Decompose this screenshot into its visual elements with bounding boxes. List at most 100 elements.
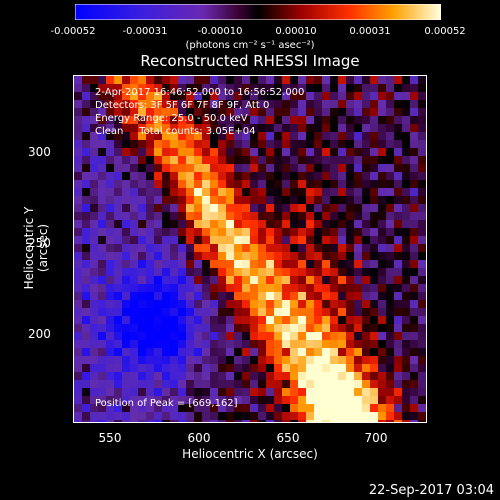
heatmap-cell [234,316,243,325]
heatmap-cell [202,276,211,285]
heatmap-cell [90,284,99,293]
heatmap-cell [322,236,331,245]
heatmap-cell [386,324,395,333]
image-plot-area [73,75,427,423]
heatmap-cell [226,196,235,205]
heatmap-cell [250,76,259,85]
heatmap-cell [346,268,355,277]
heatmap-cell [386,196,395,205]
heatmap-cell [290,204,299,213]
heatmap-cell [314,76,323,85]
heatmap-cell [162,164,171,173]
heatmap-cell [274,364,283,373]
heatmap-cell [162,156,171,165]
heatmap-cell [202,244,211,253]
heatmap-cell [170,412,179,421]
heatmap-cell [338,140,347,149]
heatmap-cell [226,132,235,141]
heatmap-cell [362,364,371,373]
heatmap-cell [98,156,107,165]
heatmap-cell [154,84,163,93]
heatmap-cell [354,340,363,349]
heatmap-cell [186,148,195,157]
heatmap-cell [266,340,275,349]
heatmap-cell [90,124,99,133]
heatmap-cell [322,356,331,365]
heatmap-cell [186,156,195,165]
heatmap-cell [106,244,115,253]
heatmap-cell [362,108,371,117]
info-clean-counts: Clean Total counts: 3.05E+04 [95,126,256,137]
heatmap-cell [274,356,283,365]
heatmap-cell [274,404,283,413]
heatmap-cell [394,204,403,213]
heatmap-cell [226,308,235,317]
heatmap-cell [210,340,219,349]
heatmap-cell [170,364,179,373]
heatmap-cell [186,348,195,357]
heatmap-cell [282,132,291,141]
heatmap-cell [122,260,131,269]
heatmap-cell [330,292,339,301]
heatmap-cell [218,276,227,285]
heatmap-cell [98,84,107,93]
heatmap-cell [138,124,147,133]
heatmap-cell [226,116,235,125]
heatmap-cell [330,276,339,285]
heatmap-cell [362,276,371,285]
heatmap-cell [274,188,283,197]
heatmap-cell [146,76,155,85]
heatmap-cell [106,204,115,213]
heatmap-cell [98,100,107,109]
heatmap-cell [274,268,283,277]
heatmap-cell [90,276,99,285]
heatmap-cell [202,316,211,325]
heatmap-cell [98,148,107,157]
heatmap-cell [386,220,395,229]
heatmap-cell [266,100,275,109]
colorbar-tick-label: -0.00031 [122,26,168,37]
heatmap-cell [138,396,147,405]
heatmap-cell [314,308,323,317]
heatmap-cell [266,196,275,205]
heatmap-cell [258,260,267,269]
heatmap-cell [386,236,395,245]
heatmap-cell [178,116,187,125]
heatmap-cell [386,364,395,373]
heatmap-cell [90,364,99,373]
heatmap-cell [314,212,323,221]
heatmap-cell [266,260,275,269]
heatmap-cell [138,252,147,261]
heatmap-cell [338,380,347,389]
heatmap-cell [146,140,155,149]
heatmap-cell [362,292,371,301]
heatmap-cell [186,236,195,245]
heatmap-cell [210,188,219,197]
heatmap-cell [258,204,267,213]
heatmap-cell [178,124,187,133]
heatmap-cell [130,92,139,101]
heatmap-cell [178,180,187,189]
heatmap-cell [170,180,179,189]
heatmap-cell [394,340,403,349]
heatmap-cell [210,380,219,389]
heatmap-cell [290,308,299,317]
heatmap-cell [298,412,307,421]
heatmap-cell [298,300,307,309]
heatmap-cell [266,108,275,117]
heatmap-cell [202,380,211,389]
heatmap-cell [362,244,371,253]
heatmap-cell [378,228,387,237]
heatmap-cell [362,412,371,421]
heatmap-cell [82,204,91,213]
heatmap-cell [322,132,331,141]
heatmap-cell [362,76,371,85]
heatmap-cell [74,156,83,165]
heatmap-cell [210,412,219,421]
heatmap-cell [378,92,387,101]
heatmap-cell [314,188,323,197]
heatmap-cell [338,268,347,277]
heatmap-cell [114,348,123,357]
colorbar-tick-label: 0.00052 [424,26,466,37]
heatmap-cell [378,388,387,397]
